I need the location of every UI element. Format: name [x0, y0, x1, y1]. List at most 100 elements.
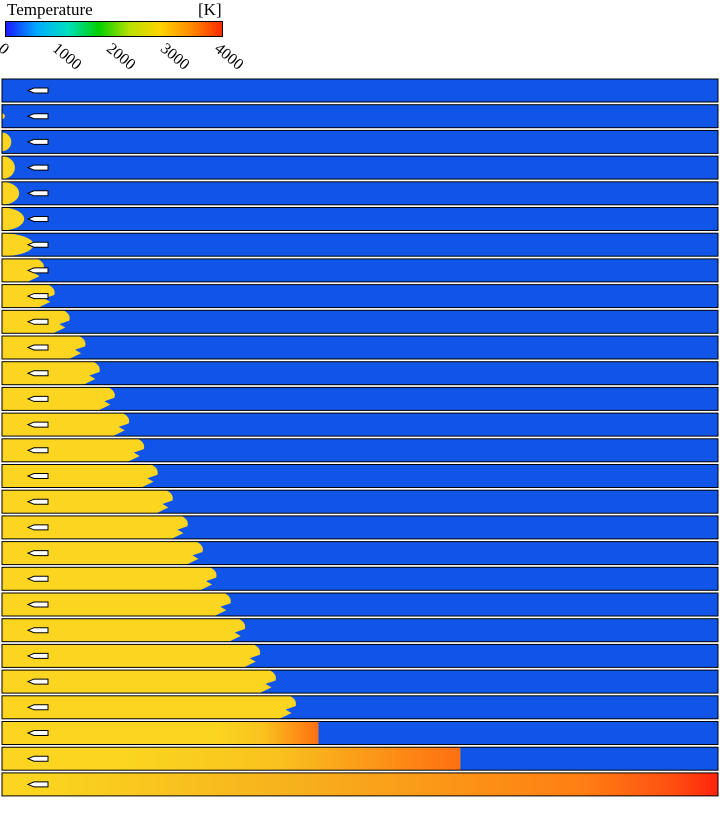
- frame-border: [1, 669, 719, 694]
- frame-background: [2, 233, 718, 257]
- frame-background: [2, 79, 718, 102]
- projectile-outline: [26, 498, 49, 505]
- frame-22: [1, 618, 719, 643]
- frame-20: [1, 566, 719, 591]
- projectile-outline: [26, 267, 49, 274]
- frame-1: [1, 78, 719, 103]
- frame-18: [1, 515, 719, 540]
- reaction-zone: [123, 747, 461, 771]
- projectile-outline: [26, 241, 49, 248]
- frame-21: [1, 592, 719, 617]
- frame-border: [1, 155, 719, 180]
- hot-region: [2, 258, 44, 282]
- projectile-outline: [26, 473, 49, 479]
- projectile-outline: [26, 652, 49, 659]
- frame-border: [1, 104, 719, 129]
- frame-background: [2, 258, 718, 282]
- hot-region: [2, 181, 20, 205]
- frame-border: [1, 566, 719, 591]
- frame-3: [1, 129, 719, 154]
- frame-27: [1, 746, 719, 771]
- hot-region: [2, 541, 203, 565]
- hot-region: [2, 233, 34, 257]
- projectile-outline: [26, 190, 49, 197]
- frame-border: [1, 695, 719, 720]
- frame-15: [1, 438, 719, 463]
- frame-9: [1, 284, 719, 309]
- reaction-zone: [37, 772, 719, 796]
- frame-background: [2, 413, 718, 437]
- frame-border: [1, 284, 719, 309]
- frame-background: [2, 181, 718, 205]
- legend-unit: [K]: [198, 0, 222, 19]
- frame-25: [1, 695, 719, 720]
- frame-2: [1, 104, 719, 129]
- projectile-outline: [26, 216, 49, 222]
- hot-region: [2, 593, 231, 616]
- frame-border: [1, 772, 719, 797]
- projectile-outline: [26, 293, 49, 300]
- projectile-outline: [26, 781, 49, 788]
- projectile-outline: [26, 601, 49, 608]
- hot-region: [2, 567, 217, 591]
- hot-region: [2, 695, 296, 719]
- projectile-outline: [26, 164, 49, 171]
- projectile-outline: [26, 344, 49, 351]
- hot-region: [2, 618, 246, 642]
- projectile-outline: [26, 113, 49, 120]
- projectile-outline: [26, 678, 49, 685]
- frame-border: [1, 181, 719, 206]
- frame-7: [1, 232, 719, 257]
- projectile-outline: [26, 755, 49, 762]
- frame-6: [1, 207, 719, 231]
- frame-border: [1, 335, 719, 360]
- frame-border: [1, 438, 719, 463]
- frame-5: [1, 181, 719, 206]
- frame-border: [1, 643, 719, 668]
- reaction-zone: [216, 721, 319, 745]
- frame-border: [1, 464, 719, 488]
- projectile-outline: [26, 421, 49, 428]
- frame-background: [2, 207, 718, 231]
- hot-region: [2, 644, 261, 668]
- frame-background: [2, 156, 718, 180]
- frame-8: [1, 258, 719, 283]
- hot-region: [2, 464, 158, 488]
- frame-background: [2, 284, 718, 308]
- frame-4: [1, 155, 719, 180]
- frame-12: [1, 361, 719, 386]
- frame-28: [1, 772, 719, 797]
- legend-title: Temperature: [7, 0, 93, 19]
- hot-region: [2, 670, 276, 694]
- frame-background: [2, 310, 718, 334]
- frame-background: [2, 104, 718, 128]
- frame-16: [1, 464, 719, 488]
- frame-background: [2, 438, 718, 462]
- hot-region: [2, 132, 12, 152]
- hot-region: [2, 156, 15, 180]
- projectile-outline: [26, 627, 49, 634]
- frame-border: [1, 129, 719, 154]
- hot-region: [2, 413, 130, 437]
- frame-border: [1, 78, 719, 103]
- frame-17: [1, 489, 719, 514]
- frame-border: [1, 207, 719, 231]
- hot-region: [2, 490, 173, 514]
- frame-11: [1, 335, 719, 360]
- projectile-outline: [26, 575, 49, 582]
- frame-border: [1, 412, 719, 437]
- frame-background: [2, 130, 718, 154]
- projectile-outline: [26, 370, 49, 377]
- frame-14: [1, 412, 719, 437]
- frame-10: [1, 309, 719, 334]
- temperature-colorbar: [5, 21, 223, 37]
- hot-region: [2, 207, 25, 231]
- frame-24: [1, 669, 719, 694]
- frame-background: [2, 336, 718, 359]
- frame-border: [1, 386, 719, 411]
- hot-region: [2, 361, 100, 385]
- frame-border: [1, 309, 719, 334]
- frame-border: [1, 721, 719, 745]
- projectile-outline: [26, 730, 49, 736]
